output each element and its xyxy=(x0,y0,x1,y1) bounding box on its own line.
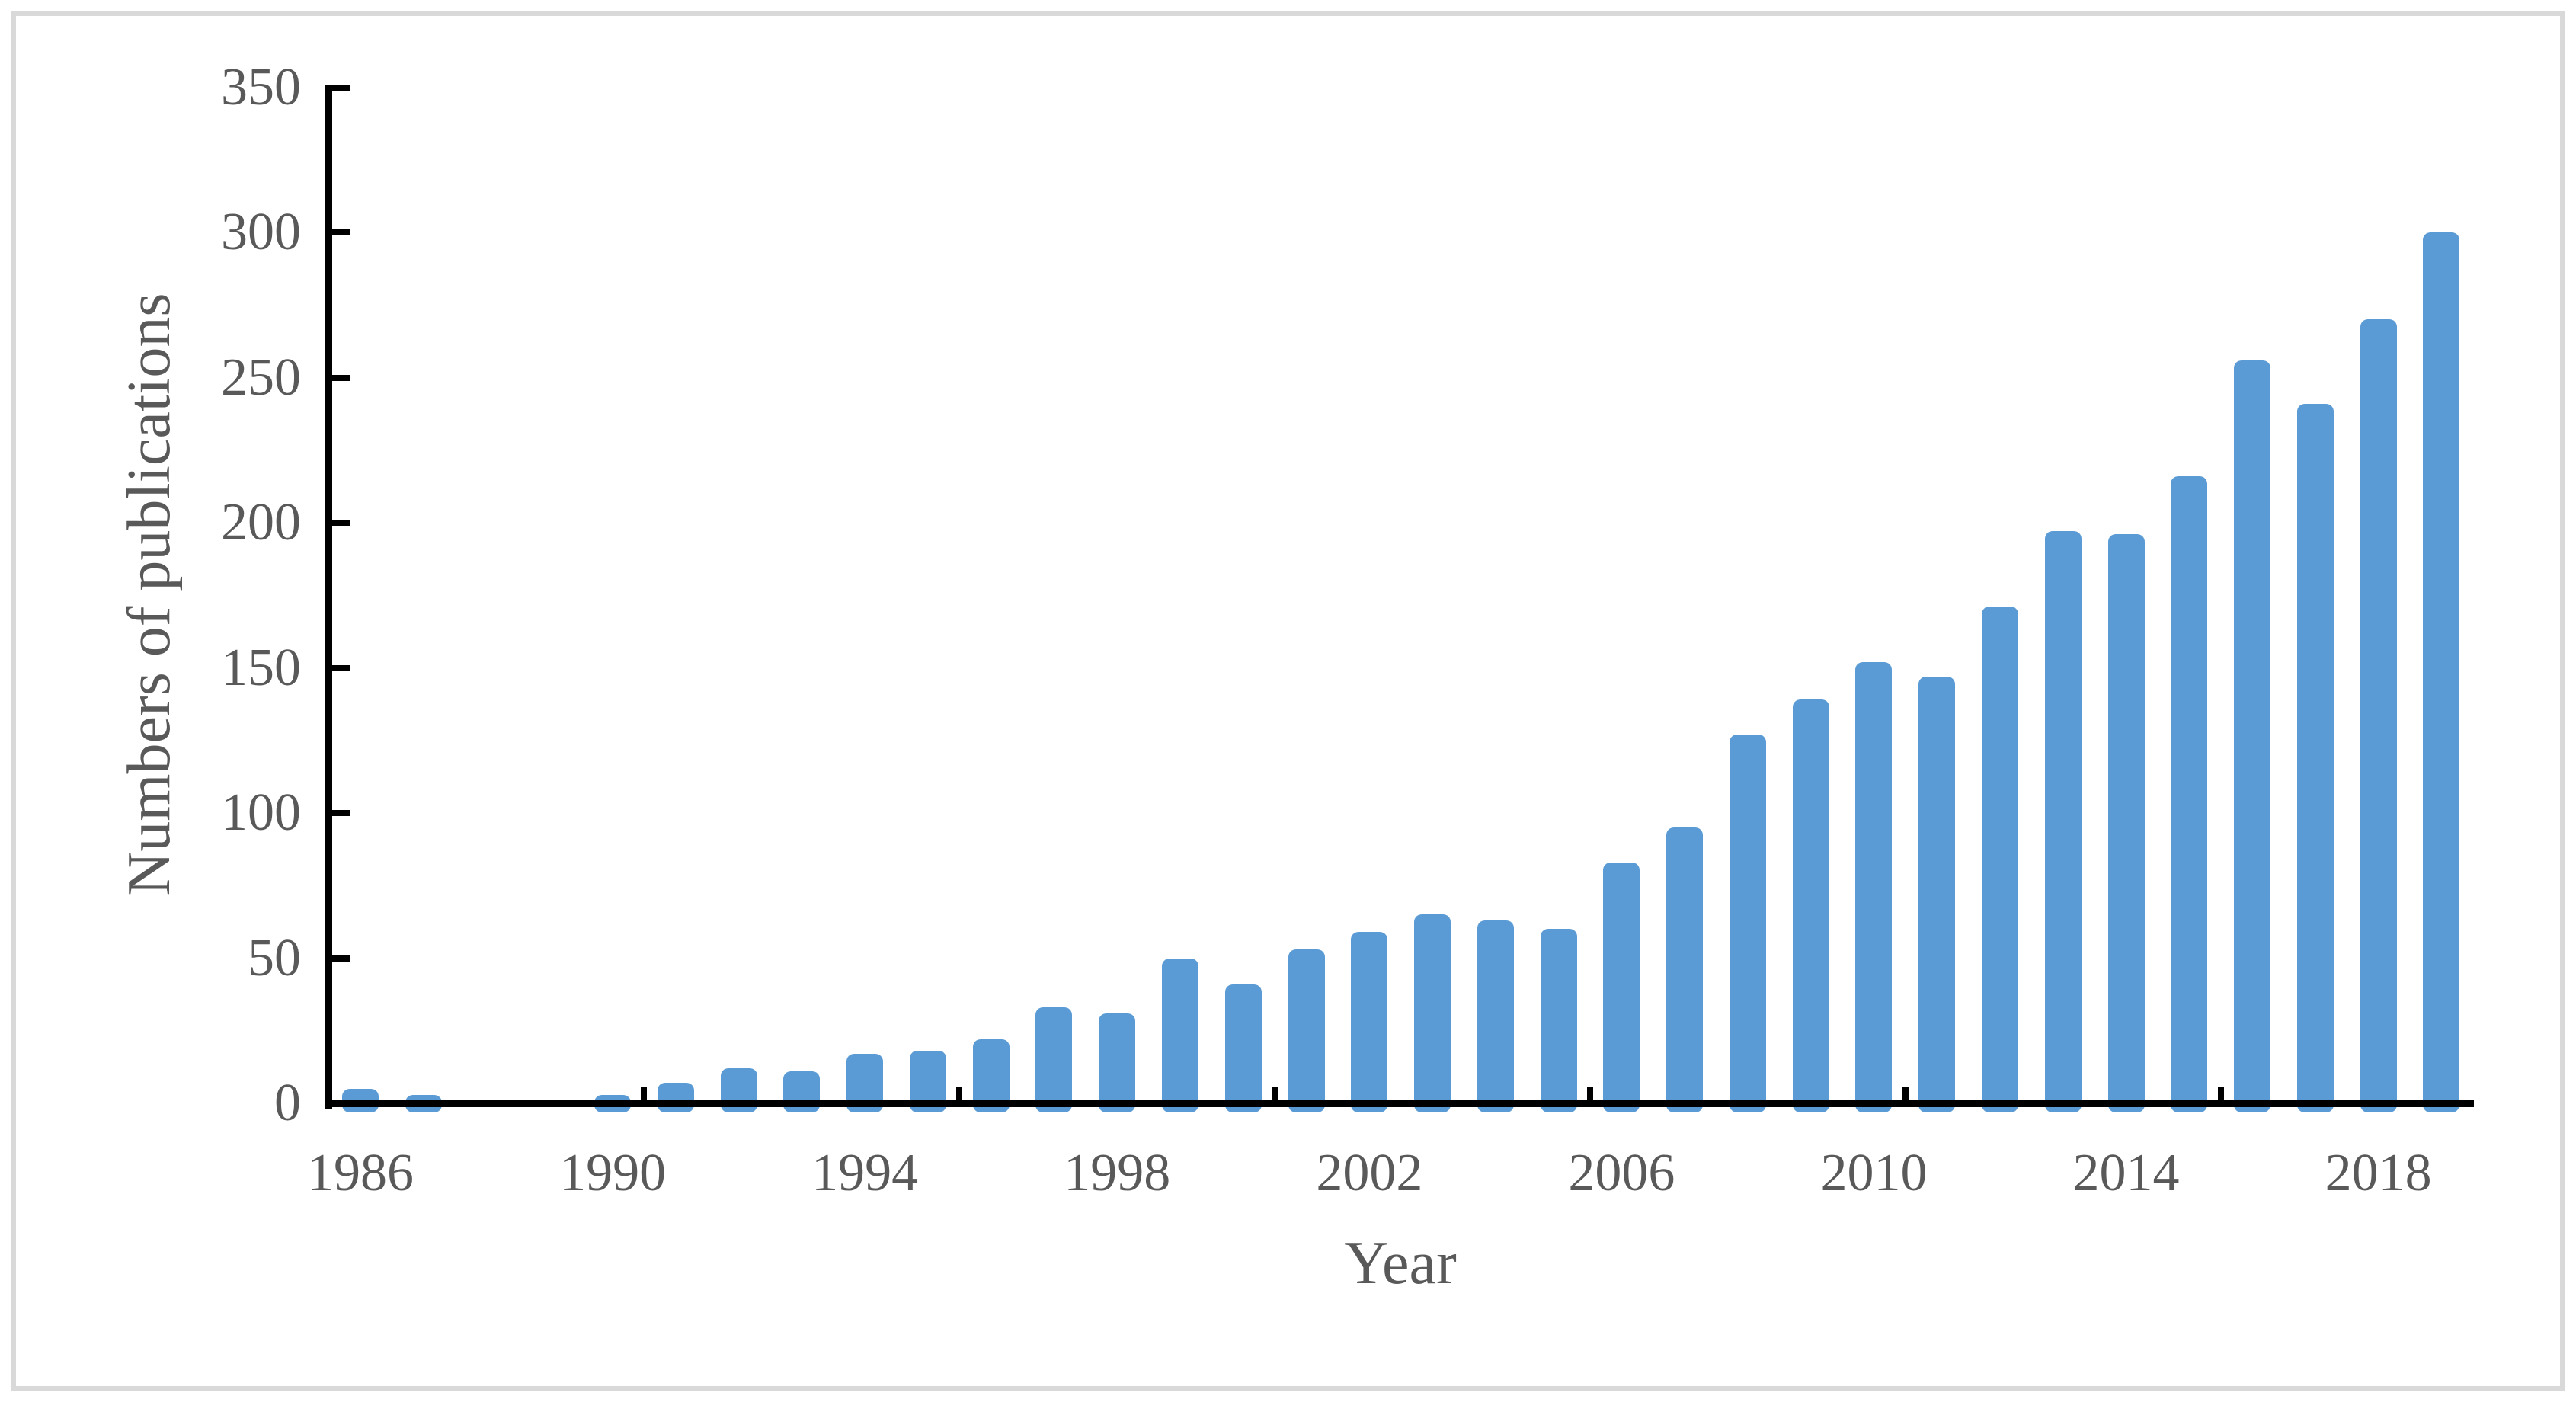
y-axis-title: Numbers of publications xyxy=(116,293,183,896)
bar-2001 xyxy=(1288,949,1325,1112)
x-tick-label: 1986 xyxy=(307,1144,414,1202)
bar-2009 xyxy=(1792,699,1829,1112)
bar-2010 xyxy=(1855,661,1893,1112)
x-tick-mark xyxy=(1902,1087,1909,1107)
y-tick-label: 0 xyxy=(274,1074,301,1132)
y-tick-mark xyxy=(325,520,350,526)
x-tick-label: 1998 xyxy=(1064,1144,1171,1202)
y-tick-mark xyxy=(325,955,350,962)
y-axis-line xyxy=(325,87,332,1109)
x-tick-label: 2006 xyxy=(1568,1144,1675,1202)
bar-1999 xyxy=(1162,958,1198,1112)
x-tick-mark xyxy=(956,1087,963,1107)
x-tick-mark xyxy=(2217,1087,2224,1107)
y-tick-label: 350 xyxy=(221,57,301,117)
bar-2012 xyxy=(1982,607,2019,1112)
bar-2008 xyxy=(1729,735,1766,1112)
x-tick-label: 2002 xyxy=(1316,1144,1423,1202)
y-tick-mark xyxy=(325,664,350,671)
bar-2013 xyxy=(2044,531,2082,1112)
bar-1997 xyxy=(1035,1007,1073,1112)
x-tick-mark xyxy=(1587,1087,1593,1107)
bar-2000 xyxy=(1224,984,1262,1112)
bar-2014 xyxy=(2107,534,2145,1112)
bar-2011 xyxy=(1918,676,1956,1112)
y-tick-label: 200 xyxy=(221,493,301,552)
x-tick-label: 1994 xyxy=(811,1144,919,1202)
y-tick-label: 250 xyxy=(221,347,301,407)
x-axis-line xyxy=(325,1100,2474,1107)
x-tick-label: 2010 xyxy=(1820,1144,1928,1202)
y-tick-label: 150 xyxy=(221,638,301,697)
bar-2015 xyxy=(2171,476,2208,1112)
bar-2005 xyxy=(1540,929,1577,1112)
bar-2018 xyxy=(2360,319,2397,1112)
bar-2002 xyxy=(1351,932,1388,1112)
bar-2007 xyxy=(1666,827,1704,1112)
y-tick-label: 300 xyxy=(221,203,301,261)
bar-2016 xyxy=(2234,360,2271,1112)
y-tick-mark xyxy=(325,810,350,816)
y-tick-mark xyxy=(325,1100,350,1106)
x-axis-title: Year xyxy=(1344,1230,1457,1297)
x-tick-label: 2018 xyxy=(2325,1144,2432,1202)
x-tick-label: 1990 xyxy=(559,1144,667,1202)
bar-2006 xyxy=(1603,862,1640,1112)
x-tick-label: 2014 xyxy=(2072,1144,2180,1202)
bar-2003 xyxy=(1414,914,1451,1112)
x-tick-mark xyxy=(1272,1087,1278,1107)
bar-2004 xyxy=(1477,920,1514,1112)
x-tick-mark xyxy=(641,1087,648,1107)
y-tick-mark xyxy=(325,84,350,91)
bar-2019 xyxy=(2423,232,2460,1112)
bar-1998 xyxy=(1099,1013,1136,1112)
y-tick-mark xyxy=(325,229,350,235)
bar-1991 xyxy=(657,1083,694,1112)
y-tick-label: 50 xyxy=(248,928,301,987)
y-tick-mark xyxy=(325,374,350,381)
y-tick-label: 100 xyxy=(221,783,301,842)
bar-2017 xyxy=(2296,403,2334,1112)
